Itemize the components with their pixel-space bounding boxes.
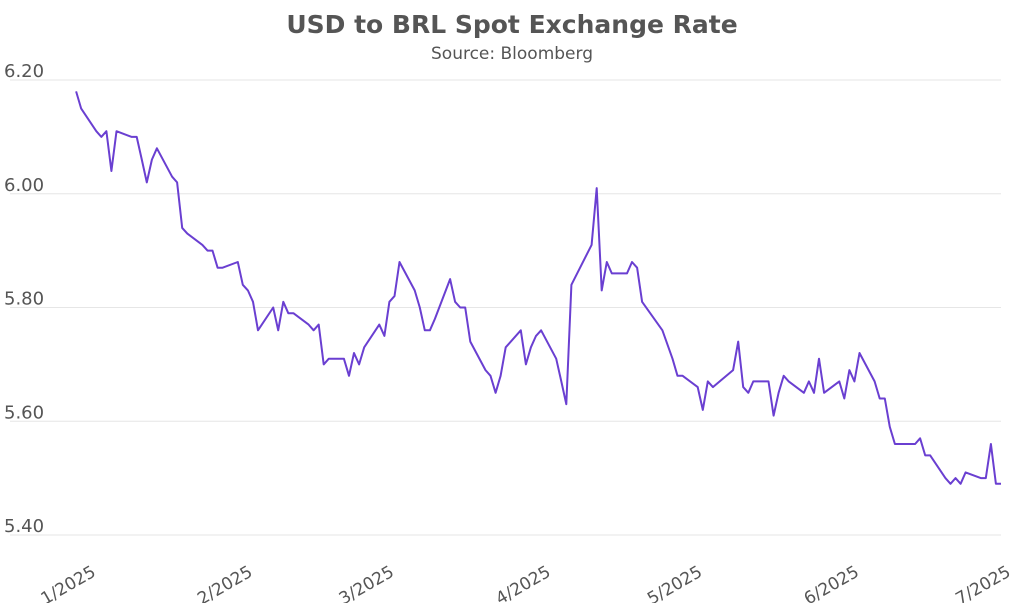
x-tick-label: 4/2025 bbox=[492, 562, 554, 603]
x-axis: 1/2025 2/2025 3/2025 4/2025 5/2025 6/2025 7/20… bbox=[38, 562, 1015, 603]
series-group bbox=[75, 91, 1001, 485]
x-tick-label: 1/2025 bbox=[38, 562, 100, 603]
y-tick-label: 5.40 bbox=[4, 516, 44, 537]
chart-title: USD to BRL Spot Exchange Rate bbox=[286, 10, 738, 39]
y-tick-label: 5.80 bbox=[4, 289, 44, 310]
y-axis: 6.20 6.00 5.80 5.60 5.40 bbox=[4, 61, 44, 537]
x-tick-label: 5/2025 bbox=[644, 562, 706, 603]
x-tick-label: 2/2025 bbox=[194, 562, 256, 603]
chart-subtitle: Source: Bloomberg bbox=[431, 44, 593, 64]
x-tick-label: 7/2025 bbox=[952, 562, 1014, 603]
series-line bbox=[75, 91, 1001, 485]
y-tick-label: 6.20 bbox=[4, 61, 44, 82]
grid-lines bbox=[10, 79, 1001, 536]
y-tick-label: 6.00 bbox=[4, 175, 44, 196]
x-tick-label: 3/2025 bbox=[336, 562, 398, 603]
y-tick-label: 5.60 bbox=[4, 402, 44, 423]
x-tick-label: 6/2025 bbox=[801, 562, 863, 603]
